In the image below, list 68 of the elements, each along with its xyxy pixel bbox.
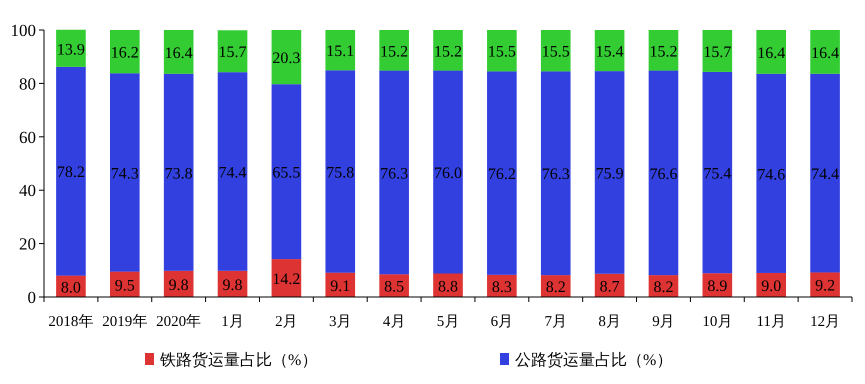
data-label: 74.6	[757, 166, 786, 184]
y-tick-label: 0	[28, 288, 36, 307]
legend-label: 铁路货运量占比（%）	[159, 351, 318, 369]
data-label: 16.4	[164, 44, 193, 62]
y-tick-label: 40	[19, 181, 36, 200]
data-label: 15.5	[542, 44, 570, 61]
x-tick-label: 7月	[544, 314, 567, 330]
x-tick-label: 8月	[598, 314, 621, 330]
y-tick-label: 20	[19, 234, 36, 254]
data-label: 75.9	[596, 165, 624, 182]
data-label: 15.4	[596, 44, 624, 61]
data-label: 8.3	[492, 278, 512, 296]
data-label: 9.8	[168, 276, 189, 294]
data-label: 76.6	[649, 166, 678, 183]
data-label: 15.7	[703, 44, 732, 61]
data-label: 8.5	[384, 278, 404, 296]
x-tick-label: 2019年	[102, 313, 148, 330]
data-label: 76.3	[380, 165, 408, 182]
data-label: 65.5	[272, 164, 300, 182]
data-label: 9.2	[815, 278, 836, 295]
data-label: 15.2	[434, 43, 462, 60]
x-tick-label: 11月	[756, 314, 786, 330]
x-tick-label: 4月	[382, 314, 406, 330]
data-label: 16.2	[110, 44, 139, 62]
data-label: 15.1	[326, 43, 354, 60]
data-label: 74.3	[110, 165, 139, 182]
x-tick-label: 12月	[810, 314, 840, 330]
data-label: 75.4	[703, 166, 732, 183]
data-label: 14.2	[272, 271, 300, 288]
data-label: 15.2	[649, 43, 678, 60]
data-label: 16.4	[811, 44, 840, 62]
y-tick-label: 80	[19, 74, 36, 94]
data-label: 73.8	[164, 165, 193, 182]
data-label: 13.9	[56, 41, 85, 58]
data-label: 8.7	[600, 278, 620, 296]
data-label: 15.5	[488, 44, 516, 61]
x-tick-label: 6月	[490, 314, 514, 330]
data-label: 76.0	[434, 165, 462, 182]
data-label: 74.4	[811, 166, 840, 184]
legend-label: 公路货运量占比（%）	[515, 351, 672, 369]
data-label: 8.0	[60, 279, 81, 296]
y-tick-label: 60	[19, 128, 36, 147]
data-label: 15.2	[380, 43, 408, 60]
data-label: 78.2	[56, 164, 85, 182]
x-tick-label: 9月	[652, 314, 675, 330]
x-tick-label: 2020年	[156, 313, 202, 330]
x-tick-label: 1月	[221, 314, 244, 330]
data-label: 9.8	[222, 276, 243, 294]
data-label: 8.8	[438, 278, 458, 296]
data-label: 75.8	[326, 164, 354, 182]
data-label: 9.1	[330, 278, 350, 295]
y-tick-label: 100	[10, 21, 36, 40]
data-label: 76.2	[488, 166, 516, 184]
data-label: 20.3	[272, 50, 300, 68]
data-label: 8.2	[653, 279, 674, 296]
data-label: 9.5	[114, 277, 135, 294]
data-label: 8.9	[707, 278, 728, 296]
x-tick-label: 10月	[702, 314, 732, 330]
x-tick-label: 2月	[275, 314, 298, 330]
data-label: 76.3	[542, 166, 570, 184]
data-label: 16.4	[757, 44, 786, 62]
data-label: 15.7	[218, 44, 247, 62]
x-tick-label: 5月	[436, 314, 460, 330]
data-label: 9.0	[761, 278, 782, 295]
data-label: 8.2	[546, 279, 566, 296]
x-tick-label: 2018年	[48, 313, 94, 330]
x-tick-label: 3月	[329, 314, 352, 330]
data-label: 74.4	[218, 164, 247, 182]
